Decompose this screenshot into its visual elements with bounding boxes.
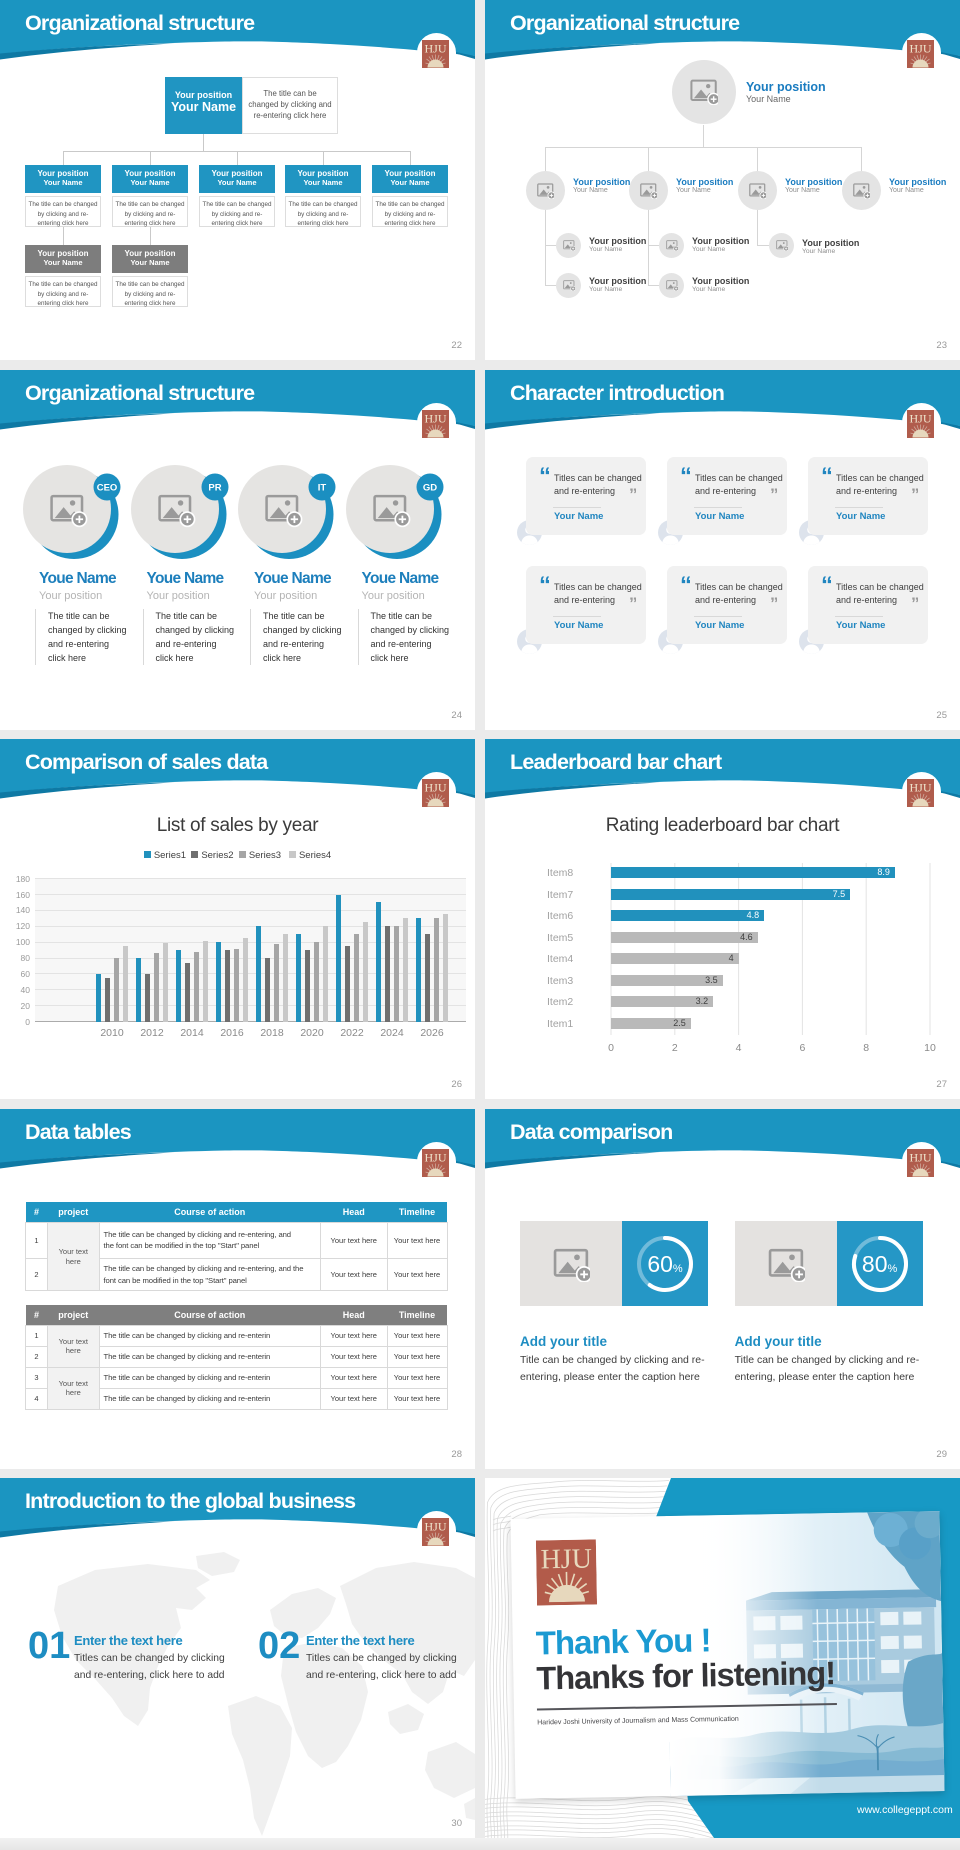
svg-text:IT: IT [318, 482, 327, 493]
svg-text:HJU: HJU [540, 1543, 592, 1575]
svg-text:PR: PR [208, 482, 221, 493]
svg-text:GD: GD [422, 482, 436, 493]
svg-text:CEO: CEO [97, 482, 118, 493]
